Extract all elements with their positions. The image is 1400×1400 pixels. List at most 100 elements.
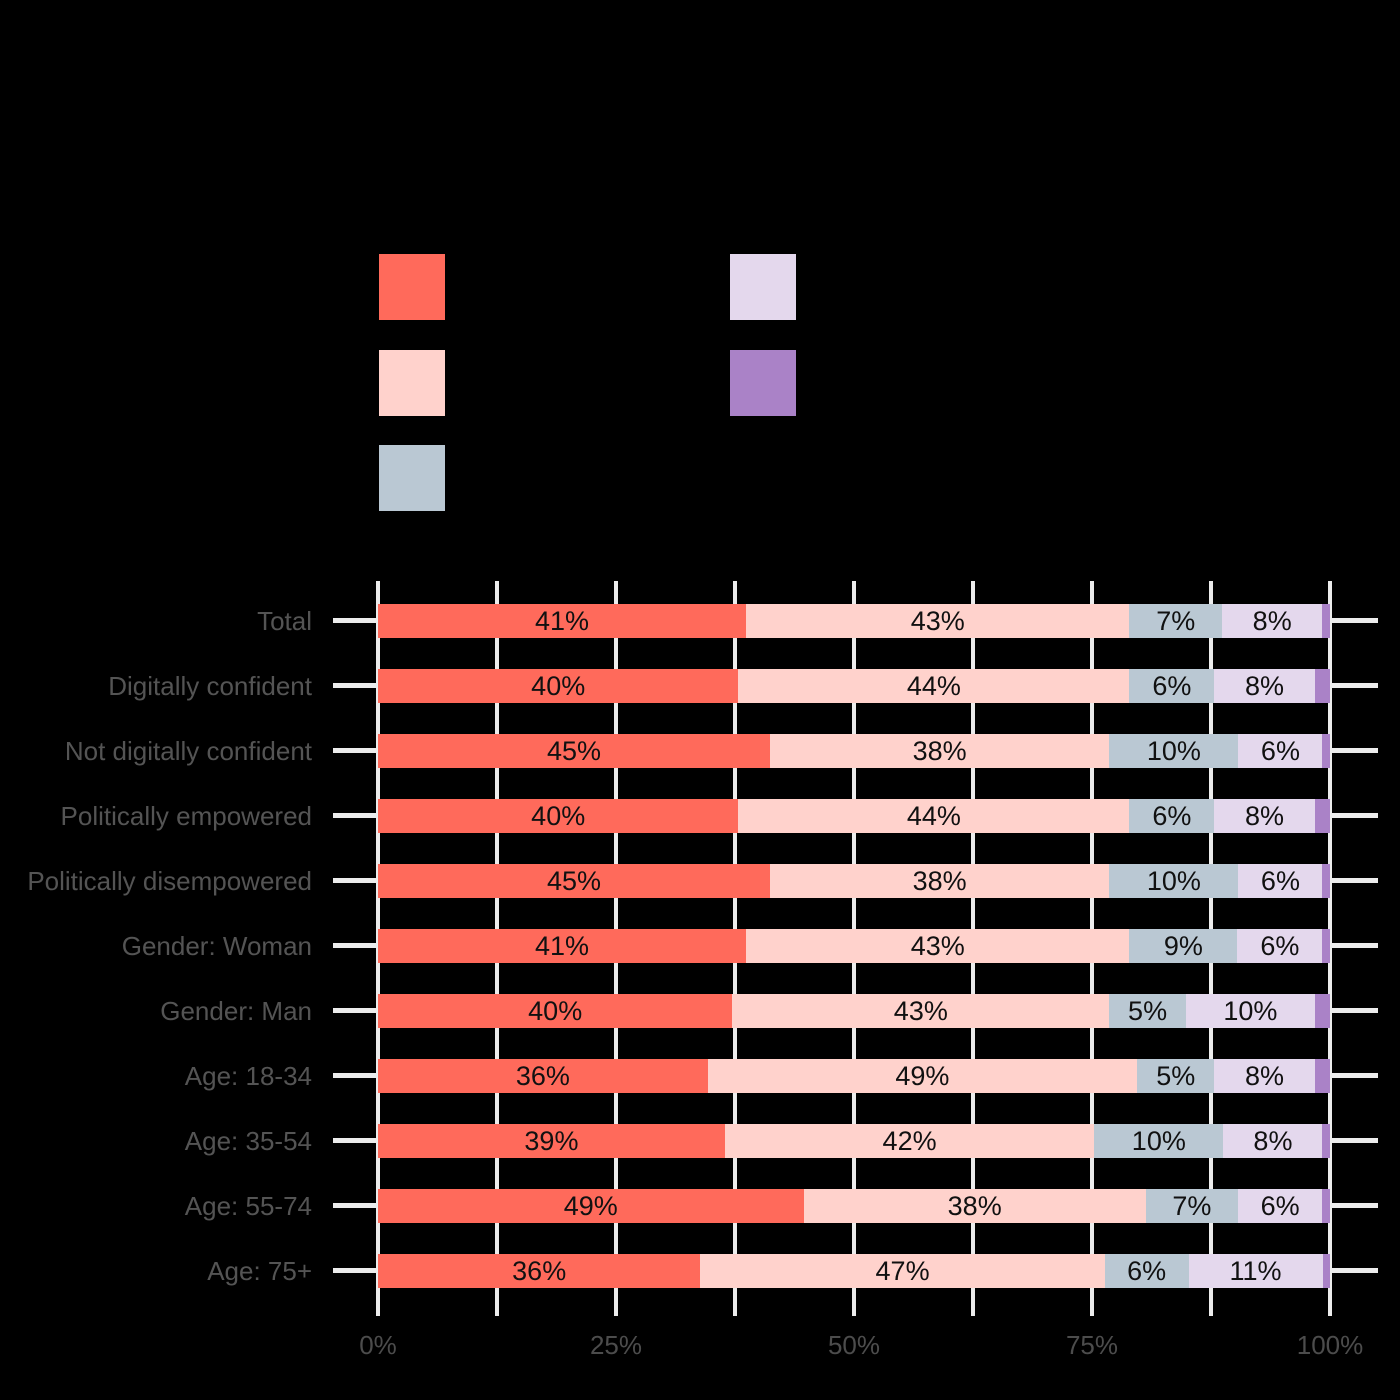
segment-value-label: 40% bbox=[531, 800, 586, 831]
bar-segment-series-2-pink: 42% bbox=[724, 1124, 1095, 1158]
bar-segment-series-1-red: 36% bbox=[378, 1059, 708, 1093]
bar-segment-series-5-purple bbox=[1314, 994, 1330, 1028]
bar-segment-series-1-red: 49% bbox=[378, 1189, 804, 1223]
segment-value-label: 6% bbox=[1127, 1255, 1167, 1286]
category-tick-right bbox=[1332, 748, 1378, 753]
bar-segment-series-1-red: 39% bbox=[378, 1124, 725, 1158]
legend-swatch-lavender bbox=[730, 254, 796, 320]
segment-value-label: 38% bbox=[912, 735, 967, 766]
bar-row: Politically disempowered 45% 38% 10% 6% bbox=[0, 864, 1400, 898]
category-tick-left bbox=[333, 813, 378, 818]
category-tick-right bbox=[1332, 1138, 1378, 1143]
segment-value-label: 45% bbox=[546, 735, 601, 766]
category-tick-left bbox=[333, 748, 378, 753]
bar-segment-series-3-bluegray: 6% bbox=[1104, 1254, 1189, 1288]
segment-value-label: 6% bbox=[1152, 800, 1192, 831]
segment-value-label: 10% bbox=[1146, 865, 1201, 896]
bar-segment-series-4-lavender: 8% bbox=[1223, 1124, 1323, 1158]
segment-value-label: 10% bbox=[1131, 1125, 1186, 1156]
bar-segment-series-3-bluegray: 10% bbox=[1094, 1124, 1224, 1158]
category-label: Digitally confident bbox=[108, 671, 312, 701]
category-tick-left bbox=[333, 943, 378, 948]
bar-segment-series-1-red: 40% bbox=[378, 669, 739, 703]
segment-value-label: 39% bbox=[524, 1125, 579, 1156]
category-tick-left bbox=[333, 1138, 378, 1143]
bar-segment-series-3-bluegray: 10% bbox=[1109, 734, 1239, 768]
stacked-bar: 39% 42% 10% 8% bbox=[378, 1124, 1330, 1158]
category-label: Gender: Woman bbox=[121, 931, 312, 961]
bar-segment-series-5-purple bbox=[1322, 929, 1330, 963]
category-label: Total bbox=[257, 606, 312, 636]
stacked-bar: 40% 43% 5% 10% bbox=[378, 994, 1330, 1028]
bar-segment-series-3-bluegray: 7% bbox=[1129, 604, 1223, 638]
category-tick-left bbox=[333, 878, 378, 883]
bar-row: Not digitally confident 45% 38% 10% 6% bbox=[0, 734, 1400, 768]
bar-segment-series-5-purple bbox=[1322, 1124, 1330, 1158]
segment-value-label: 6% bbox=[1260, 865, 1300, 896]
bar-segment-series-1-red: 36% bbox=[378, 1254, 701, 1288]
bar-segment-series-4-lavender: 6% bbox=[1238, 734, 1323, 768]
segment-value-label: 43% bbox=[910, 605, 965, 636]
segment-value-label: 10% bbox=[1146, 735, 1201, 766]
segment-value-label: 6% bbox=[1152, 670, 1192, 701]
bar-segment-series-2-pink: 44% bbox=[738, 669, 1130, 703]
segment-value-label: 11% bbox=[1229, 1255, 1282, 1286]
segment-value-label: 49% bbox=[895, 1060, 950, 1091]
legend-swatch-pink bbox=[379, 350, 445, 416]
segment-value-label: 8% bbox=[1245, 1060, 1285, 1091]
bar-segment-series-2-pink: 43% bbox=[732, 994, 1110, 1028]
gridline bbox=[971, 581, 975, 1316]
bar-segment-series-3-bluegray: 6% bbox=[1129, 799, 1215, 833]
stacked-bar: 41% 43% 7% 8% bbox=[378, 604, 1330, 638]
bar-segment-series-5-purple bbox=[1314, 669, 1330, 703]
bar-segment-series-1-red: 41% bbox=[378, 604, 747, 638]
bar-row: Age: 18-34 36% 49% 5% 8% bbox=[0, 1059, 1400, 1093]
bar-segment-series-2-pink: 38% bbox=[769, 864, 1110, 898]
segment-value-label: 44% bbox=[906, 670, 961, 701]
stacked-bar: 40% 44% 6% 8% bbox=[378, 669, 1330, 703]
segment-value-label: 9% bbox=[1163, 930, 1203, 961]
bar-segment-series-4-lavender: 8% bbox=[1214, 669, 1315, 703]
bar-row: Age: 35-54 39% 42% 10% 8% bbox=[0, 1124, 1400, 1158]
x-axis-tick-label: 0% bbox=[359, 1330, 397, 1360]
category-label: Age: 55-74 bbox=[184, 1191, 312, 1221]
segment-value-label: 43% bbox=[893, 995, 948, 1026]
gridline bbox=[1090, 581, 1094, 1316]
segment-value-label: 6% bbox=[1260, 1190, 1300, 1221]
gridline bbox=[614, 581, 618, 1316]
category-tick-left bbox=[333, 1073, 378, 1078]
segment-value-label: 6% bbox=[1260, 930, 1300, 961]
bar-row: Gender: Woman 41% 43% 9% 6% bbox=[0, 929, 1400, 963]
bar-row: Total 41% 43% 7% 8% bbox=[0, 604, 1400, 638]
bar-segment-series-4-lavender: 6% bbox=[1238, 864, 1323, 898]
segment-value-label: 41% bbox=[535, 930, 590, 961]
bar-row: Gender: Man 40% 43% 5% 10% bbox=[0, 994, 1400, 1028]
segment-value-label: 47% bbox=[875, 1255, 930, 1286]
bar-segment-series-2-pink: 38% bbox=[803, 1189, 1146, 1223]
category-label: Age: 35-54 bbox=[184, 1126, 312, 1156]
bar-segment-series-4-lavender: 11% bbox=[1188, 1254, 1323, 1288]
bar-segment-series-5-purple bbox=[1322, 1189, 1330, 1223]
segment-value-label: 10% bbox=[1223, 995, 1278, 1026]
stacked-bar: 45% 38% 10% 6% bbox=[378, 864, 1330, 898]
bar-row: Age: 55-74 49% 38% 7% 6% bbox=[0, 1189, 1400, 1223]
segment-value-label: 6% bbox=[1260, 735, 1300, 766]
gridline bbox=[733, 581, 737, 1316]
category-tick-right bbox=[1332, 1203, 1378, 1208]
bar-segment-series-1-red: 45% bbox=[378, 734, 770, 768]
bar-segment-series-2-pink: 43% bbox=[746, 929, 1130, 963]
segment-value-label: 8% bbox=[1245, 670, 1285, 701]
legend-swatch-purple bbox=[730, 350, 796, 416]
bar-segment-series-1-red: 40% bbox=[378, 799, 739, 833]
segment-value-label: 49% bbox=[563, 1190, 618, 1221]
bar-segment-series-3-bluegray: 6% bbox=[1129, 669, 1215, 703]
x-axis-tick-label: 25% bbox=[589, 1330, 643, 1360]
segment-value-label: 38% bbox=[947, 1190, 1002, 1221]
bar-segment-series-2-pink: 44% bbox=[738, 799, 1130, 833]
category-tick-right bbox=[1332, 943, 1378, 948]
stacked-bar: 36% 49% 5% 8% bbox=[378, 1059, 1330, 1093]
